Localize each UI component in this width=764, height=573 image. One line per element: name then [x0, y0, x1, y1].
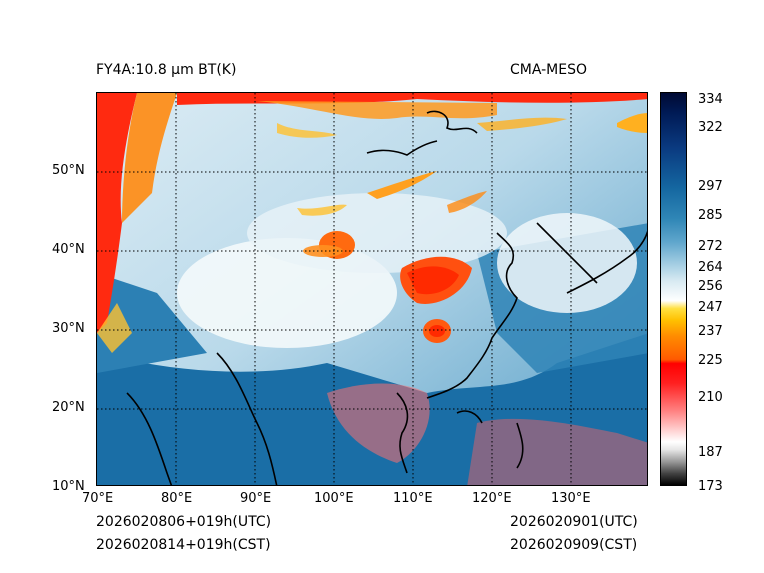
- colorbar-tick-334: 334: [698, 92, 723, 107]
- colorbar-tick-187: 187: [698, 445, 723, 460]
- convective-cell-3-core: [429, 325, 445, 337]
- indochina-coast: [396, 392, 409, 474]
- init-time-utc: 2026020806+019h(UTC): [96, 514, 272, 530]
- lon-label-100e: 100°E: [314, 491, 354, 506]
- maritime-convection: [467, 418, 647, 485]
- lon-label-130e: 130°E: [551, 491, 591, 506]
- colorbar-tick-225: 225: [698, 353, 723, 368]
- colorbar-tick-210: 210: [698, 390, 723, 405]
- northeast-cloud: [617, 113, 647, 133]
- convective-system-2-core: [407, 266, 459, 295]
- colorbar-tick-247: 247: [698, 300, 723, 315]
- graticule: [97, 93, 647, 485]
- western-cloud-band: [97, 93, 137, 333]
- cloud-streak-5: [447, 191, 487, 213]
- china-east-coast: [426, 232, 518, 399]
- japan-coast: [566, 230, 647, 294]
- valid-time-utc: 2026020901(UTC): [510, 514, 638, 530]
- coastlines: [126, 110, 647, 485]
- cloud-streak-1: [277, 123, 337, 138]
- colorbar: [660, 92, 687, 486]
- hainan-coast: [456, 410, 483, 424]
- colorbar-tick-297: 297: [698, 179, 723, 194]
- brightness-temperature-image: [97, 93, 647, 485]
- korea-coast: [536, 222, 598, 284]
- lat-label-50n: 50°N: [52, 163, 85, 178]
- western-cloud-fragment: [97, 303, 132, 353]
- map-title-right: CMA-MESO: [510, 62, 588, 78]
- lon-label-80e: 80°E: [161, 491, 193, 506]
- init-time-cst: 2026020814+019h(CST): [96, 537, 271, 553]
- colorbar-tick-256: 256: [698, 279, 723, 294]
- valid-time-cst: 2026020909(CST): [510, 537, 638, 553]
- philippines-coast: [516, 422, 524, 469]
- northern-coast: [366, 140, 438, 156]
- lon-label-110e: 110°E: [393, 491, 433, 506]
- lat-label-20n: 20°N: [52, 400, 85, 415]
- lat-label-10n: 10°N: [52, 479, 85, 494]
- colorbar-tick-264: 264: [698, 260, 723, 275]
- indian-ocean-area: [97, 273, 207, 373]
- cloud-streak-4: [297, 204, 347, 216]
- manchuria-cold: [497, 213, 637, 313]
- satellite-map: [96, 92, 648, 486]
- lon-label-120e: 120°E: [472, 491, 512, 506]
- colorbar-tick-237: 237: [698, 324, 723, 339]
- convective-cell-1-edge: [303, 245, 343, 257]
- colorbar-tick-322: 322: [698, 120, 723, 135]
- map-title-left: FY4A:10.8 µm BT(K): [96, 62, 237, 78]
- colorbar-tick-173: 173: [698, 479, 723, 494]
- colorbar-tick-285: 285: [698, 208, 723, 223]
- western-cloud-band-edge: [122, 93, 177, 223]
- lat-label-40n: 40°N: [52, 242, 85, 257]
- lon-label-90e: 90°E: [240, 491, 272, 506]
- bay-of-bengal-coast: [216, 352, 278, 485]
- india-coast: [126, 392, 173, 485]
- lon-label-70e: 70°E: [82, 491, 114, 506]
- baikal-coast: [426, 110, 478, 134]
- cloud-streak-2: [477, 117, 567, 131]
- cloud-streak-3: [367, 171, 437, 199]
- colorbar-tick-272: 272: [698, 239, 723, 254]
- lat-label-30n: 30°N: [52, 321, 85, 336]
- northern-cloud-streak: [257, 101, 497, 119]
